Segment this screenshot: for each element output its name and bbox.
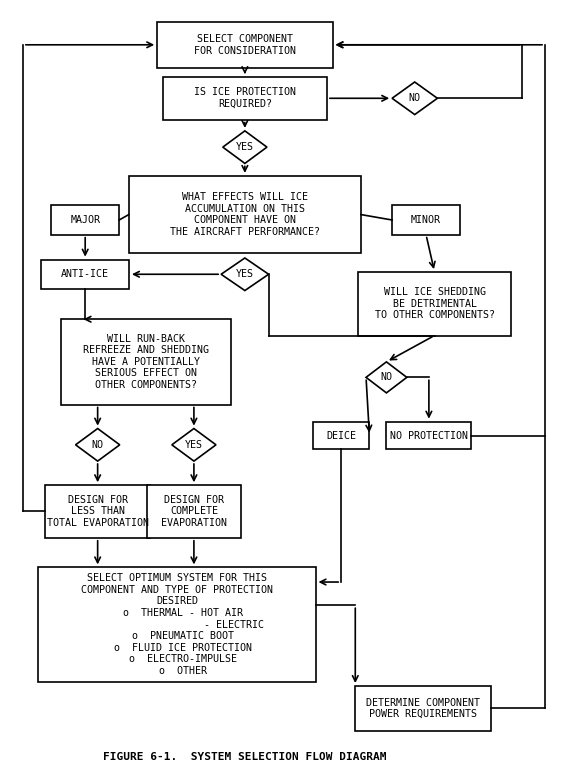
Text: MAJOR: MAJOR — [70, 215, 100, 225]
Text: SELECT COMPONENT
FOR CONSIDERATION: SELECT COMPONENT FOR CONSIDERATION — [194, 34, 296, 55]
Polygon shape — [223, 131, 267, 163]
Text: SELECT OPTIMUM SYSTEM FOR THIS
COMPONENT AND TYPE OF PROTECTION
DESIRED
  o  THE: SELECT OPTIMUM SYSTEM FOR THIS COMPONENT… — [81, 573, 273, 676]
FancyBboxPatch shape — [157, 22, 333, 68]
Polygon shape — [221, 258, 269, 290]
FancyBboxPatch shape — [38, 567, 316, 682]
FancyBboxPatch shape — [61, 319, 230, 405]
FancyBboxPatch shape — [46, 485, 150, 538]
Text: NO: NO — [409, 93, 420, 103]
FancyBboxPatch shape — [163, 77, 327, 120]
FancyBboxPatch shape — [355, 686, 491, 731]
FancyBboxPatch shape — [147, 485, 241, 538]
Text: ANTI-ICE: ANTI-ICE — [61, 269, 109, 279]
FancyBboxPatch shape — [386, 422, 471, 450]
Polygon shape — [76, 429, 119, 461]
FancyBboxPatch shape — [358, 272, 511, 335]
Text: DEICE: DEICE — [326, 430, 356, 440]
Text: WHAT EFFECTS WILL ICE
ACCUMULATION ON THIS
COMPONENT HAVE ON
THE AIRCRAFT PERFOR: WHAT EFFECTS WILL ICE ACCUMULATION ON TH… — [170, 192, 320, 237]
FancyBboxPatch shape — [313, 422, 369, 450]
Text: NO: NO — [381, 373, 393, 382]
Text: NO PROTECTION: NO PROTECTION — [390, 430, 468, 440]
FancyBboxPatch shape — [392, 205, 460, 235]
Text: YES: YES — [185, 440, 203, 450]
Text: YES: YES — [236, 142, 254, 152]
Polygon shape — [366, 362, 407, 393]
Text: FIGURE 6-1.  SYSTEM SELECTION FLOW DIAGRAM: FIGURE 6-1. SYSTEM SELECTION FLOW DIAGRA… — [103, 752, 386, 762]
FancyBboxPatch shape — [42, 260, 129, 289]
Polygon shape — [172, 429, 216, 461]
Text: DESIGN FOR
LESS THAN
TOTAL EVAPORATION: DESIGN FOR LESS THAN TOTAL EVAPORATION — [47, 495, 149, 528]
Text: WILL RUN-BACK
REFREEZE AND SHEDDING
HAVE A POTENTIALLY
SERIOUS EFFECT ON
OTHER C: WILL RUN-BACK REFREEZE AND SHEDDING HAVE… — [83, 334, 209, 390]
FancyBboxPatch shape — [51, 205, 119, 235]
FancyBboxPatch shape — [129, 176, 361, 254]
Text: IS ICE PROTECTION
REQUIRED?: IS ICE PROTECTION REQUIRED? — [194, 87, 296, 109]
Text: YES: YES — [236, 269, 254, 279]
Text: NO: NO — [92, 440, 104, 450]
Polygon shape — [392, 82, 438, 114]
Text: MINOR: MINOR — [411, 215, 441, 225]
Text: DETERMINE COMPONENT
POWER REQUIREMENTS: DETERMINE COMPONENT POWER REQUIREMENTS — [366, 698, 480, 719]
Text: WILL ICE SHEDDING
BE DETRIMENTAL
TO OTHER COMPONENTS?: WILL ICE SHEDDING BE DETRIMENTAL TO OTHE… — [374, 287, 494, 321]
Text: DESIGN FOR
COMPLETE
EVAPORATION: DESIGN FOR COMPLETE EVAPORATION — [161, 495, 227, 528]
